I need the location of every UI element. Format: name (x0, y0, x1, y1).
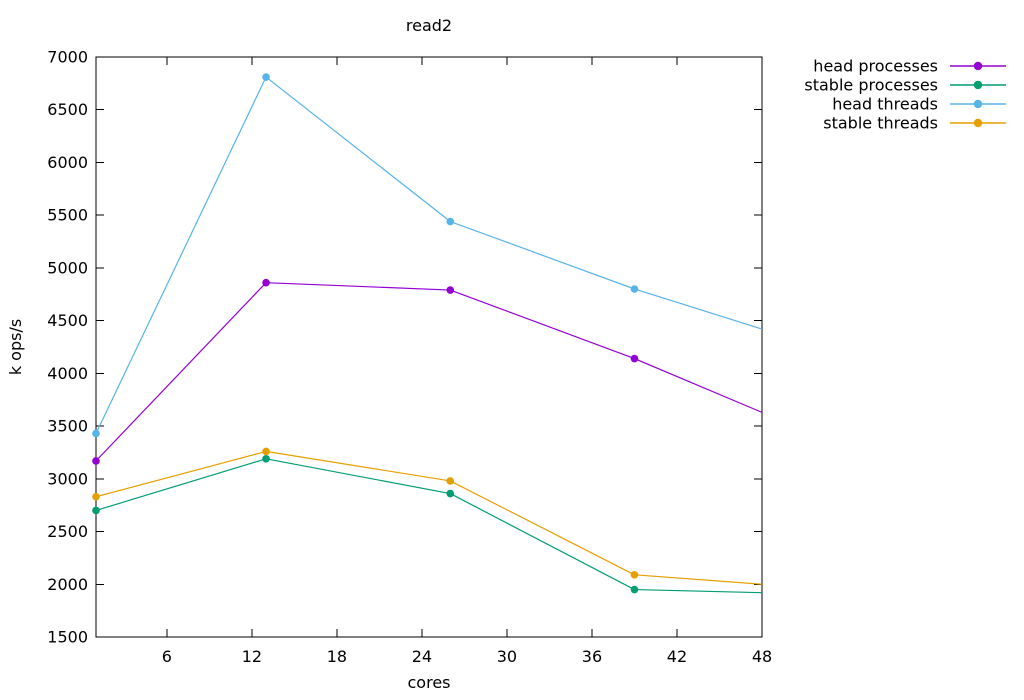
legend-point-sample (973, 80, 983, 90)
y-tick-label: 3500 (47, 417, 88, 436)
y-tick-label: 4000 (47, 364, 88, 383)
y-axis-label: k ops/s (6, 319, 25, 375)
y-tick-label: 1500 (47, 628, 88, 647)
y-tick-label: 2000 (47, 575, 88, 594)
y-tick-label: 5000 (47, 258, 88, 277)
x-tick-label: 48 (752, 647, 772, 666)
legend-item-stable-processes: stable processes (804, 76, 1006, 95)
series-point-stable-threads (446, 477, 455, 485)
series-line-stable-processes (95, 458, 763, 594)
series-point-head-processes (262, 278, 270, 287)
series-point-stable-processes (446, 489, 455, 498)
series-point-head-processes (630, 354, 639, 363)
series-point-stable-processes (92, 506, 100, 515)
y-tick-label: 7000 (47, 48, 88, 67)
y-tick-label: 3000 (47, 469, 88, 488)
legend-item-stable-threads: stable threads (823, 114, 1006, 133)
series-point-head-threads (262, 73, 270, 81)
series-point-head-processes (92, 457, 100, 465)
legend-label: head processes (813, 57, 938, 76)
series-point-stable-threads (92, 492, 100, 501)
series-line-head-threads (95, 76, 763, 434)
y-tick-label: 4500 (47, 311, 88, 330)
y-tick-label: 6500 (47, 100, 88, 119)
series-point-head-threads (630, 285, 639, 293)
x-tick-label: 30 (497, 647, 517, 666)
legend-label: stable processes (804, 76, 938, 95)
series-line-head-processes (95, 282, 763, 462)
legend-point-sample (973, 61, 983, 71)
series-point-stable-processes (630, 585, 639, 594)
x-tick-label: 12 (242, 647, 262, 666)
series-point-head-threads (92, 429, 100, 438)
x-tick-label: 18 (327, 647, 347, 666)
plot-border (95, 56, 763, 638)
series-point-stable-processes (262, 454, 270, 463)
legend-label: head threads (832, 95, 938, 114)
series-point-head-threads (446, 217, 455, 226)
series-point-stable-threads (262, 447, 270, 456)
plot-area: 6 12 18 24 30 36 42 48 1500 2000 2500 3000 3500 4000 4… (47, 48, 772, 667)
x-tick-label: 24 (412, 647, 432, 666)
series-line-stable-threads (95, 450, 763, 585)
y-tick-label: 5500 (47, 206, 88, 225)
legend-item-head-processes: head processes (813, 57, 1006, 76)
x-tick-label: 42 (667, 647, 687, 666)
y-tick-label: 6000 (47, 153, 88, 172)
legend-label: stable threads (823, 114, 938, 133)
legend-item-head-threads: head threads (832, 95, 1006, 114)
x-tick-label: 6 (162, 647, 172, 666)
legend-point-sample (973, 118, 983, 128)
y-tick-label: 2500 (47, 522, 88, 541)
x-tick-label: 36 (582, 647, 602, 666)
legend-point-sample (973, 99, 983, 109)
series-point-stable-threads (630, 570, 639, 579)
chart-title: read2 (406, 16, 452, 35)
x-axis-label: cores (408, 673, 451, 692)
series-point-head-processes (446, 286, 455, 294)
